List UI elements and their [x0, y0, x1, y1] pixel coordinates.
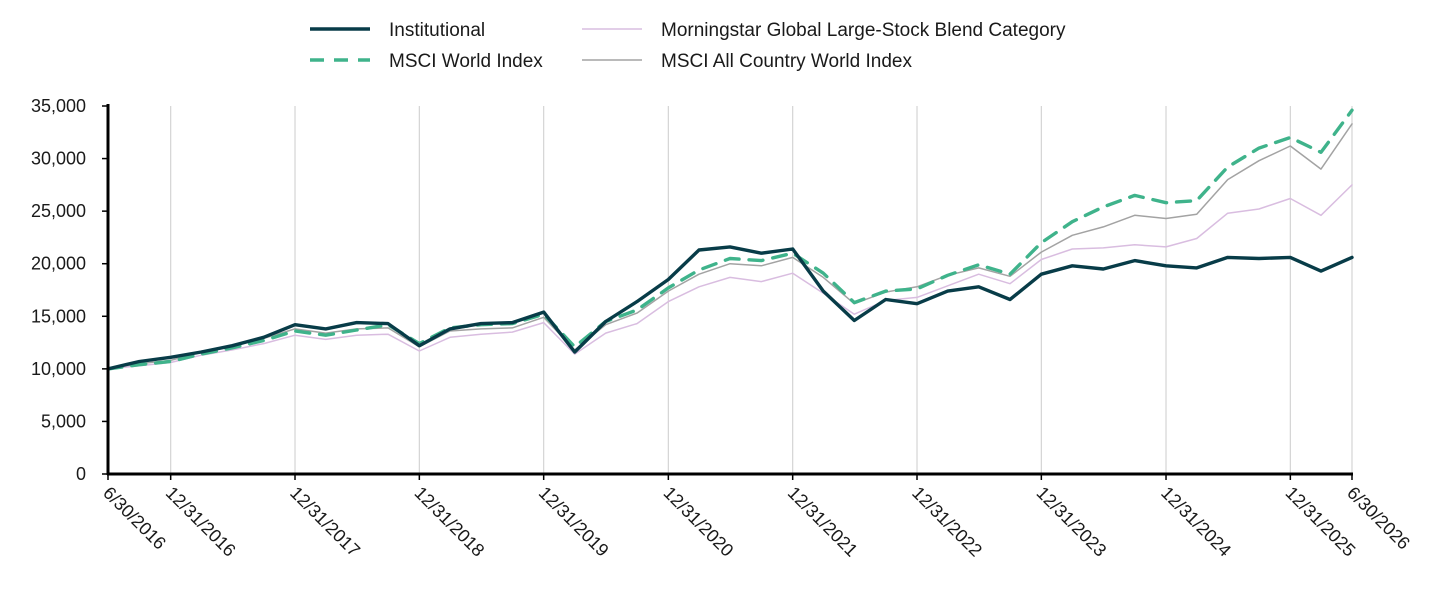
series-line-msci-all-country-world-index [107, 123, 1353, 370]
y-tick-label: 25,000 [31, 201, 86, 221]
x-tick-label: 12/31/2023 [1033, 483, 1111, 561]
legend-label: Institutional [389, 20, 485, 41]
x-tick-label: 12/31/2017 [286, 483, 364, 561]
x-tick-label: 6/30/2016 [99, 483, 170, 554]
y-tick-label: 15,000 [31, 306, 86, 326]
axes [106, 104, 1353, 476]
legend-label: Morningstar Global Large-Stock Blend Cat… [661, 20, 1066, 41]
x-tick-label: 12/31/2020 [660, 483, 738, 561]
y-tick-label: 35,000 [31, 96, 86, 116]
y-tick-label: 20,000 [31, 254, 86, 274]
y-tick-label: 10,000 [31, 359, 86, 379]
legend-label: MSCI All Country World Index [661, 51, 912, 72]
x-tick-label: 12/31/2022 [908, 483, 986, 561]
series-line-institutional [106, 245, 1354, 371]
series-line-morningstar-global-large-stock-blend-category [107, 184, 1353, 370]
y-tick-label: 30,000 [31, 149, 86, 169]
series-layer [106, 108, 1354, 371]
legend-label: MSCI World Index [389, 51, 543, 72]
gridlines [170, 106, 1353, 474]
x-tick-label: 12/31/2018 [411, 483, 489, 561]
x-tick-label: 12/31/2016 [162, 483, 240, 561]
x-tick-label: 12/31/2024 [1157, 483, 1235, 561]
legend: Institutional MSCI World Index Morningstar… [310, 20, 1066, 72]
series-line-msci-world-index [106, 108, 1354, 371]
y-tick-label: 5,000 [41, 411, 86, 431]
y-axis-ticks: 0 5,000 10,000 15,000 20,000 25,000 30,000 35,0… [31, 96, 108, 484]
y-tick-label: 0 [76, 464, 86, 484]
x-tick-label: 12/31/2019 [535, 483, 613, 561]
x-tick-label: 12/31/2021 [784, 483, 862, 561]
